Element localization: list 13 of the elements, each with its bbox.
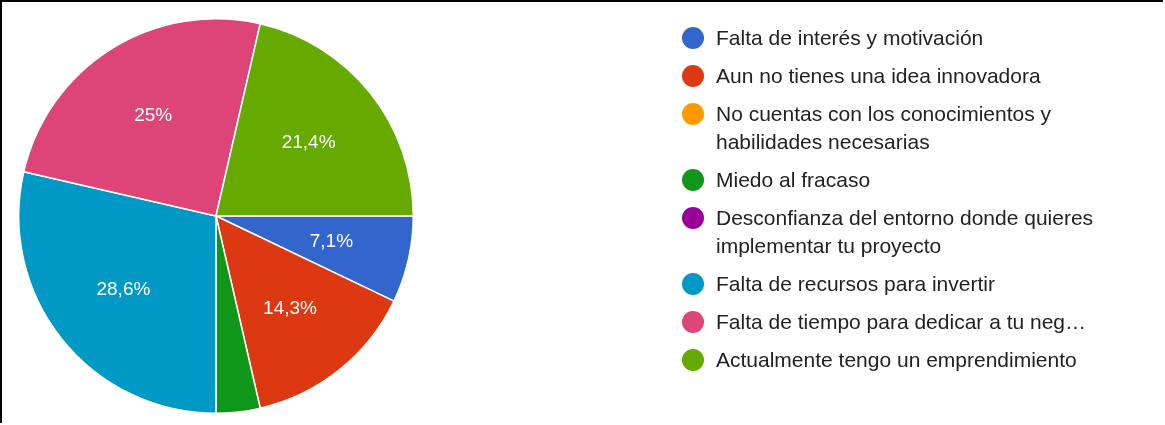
legend-label: Falta de interés y motivación	[716, 25, 984, 51]
legend-label: Miedo al fracaso	[716, 167, 871, 193]
legend-label: Falta de recursos para invertir	[716, 271, 995, 297]
legend-label: Falta de tiempo para dedicar a tu neg…	[716, 309, 1087, 335]
data-label: 21,4%	[281, 130, 336, 152]
legend-label: Actualmente tengo un emprendimiento	[716, 347, 1077, 373]
data-label: 14,3%	[263, 296, 318, 318]
data-label: 28,6%	[96, 277, 151, 299]
data-label: 25%	[134, 103, 173, 125]
legend-label: Aun no tienes una idea innovadora	[716, 63, 1041, 89]
legend-label: No cuentas con los conocimientos y habilidades necesarias	[716, 101, 1052, 155]
data-label: 7,1%	[309, 230, 354, 252]
legend-label: Desconfianza del entorno donde quieres implementar tu proyecto	[716, 205, 1095, 259]
